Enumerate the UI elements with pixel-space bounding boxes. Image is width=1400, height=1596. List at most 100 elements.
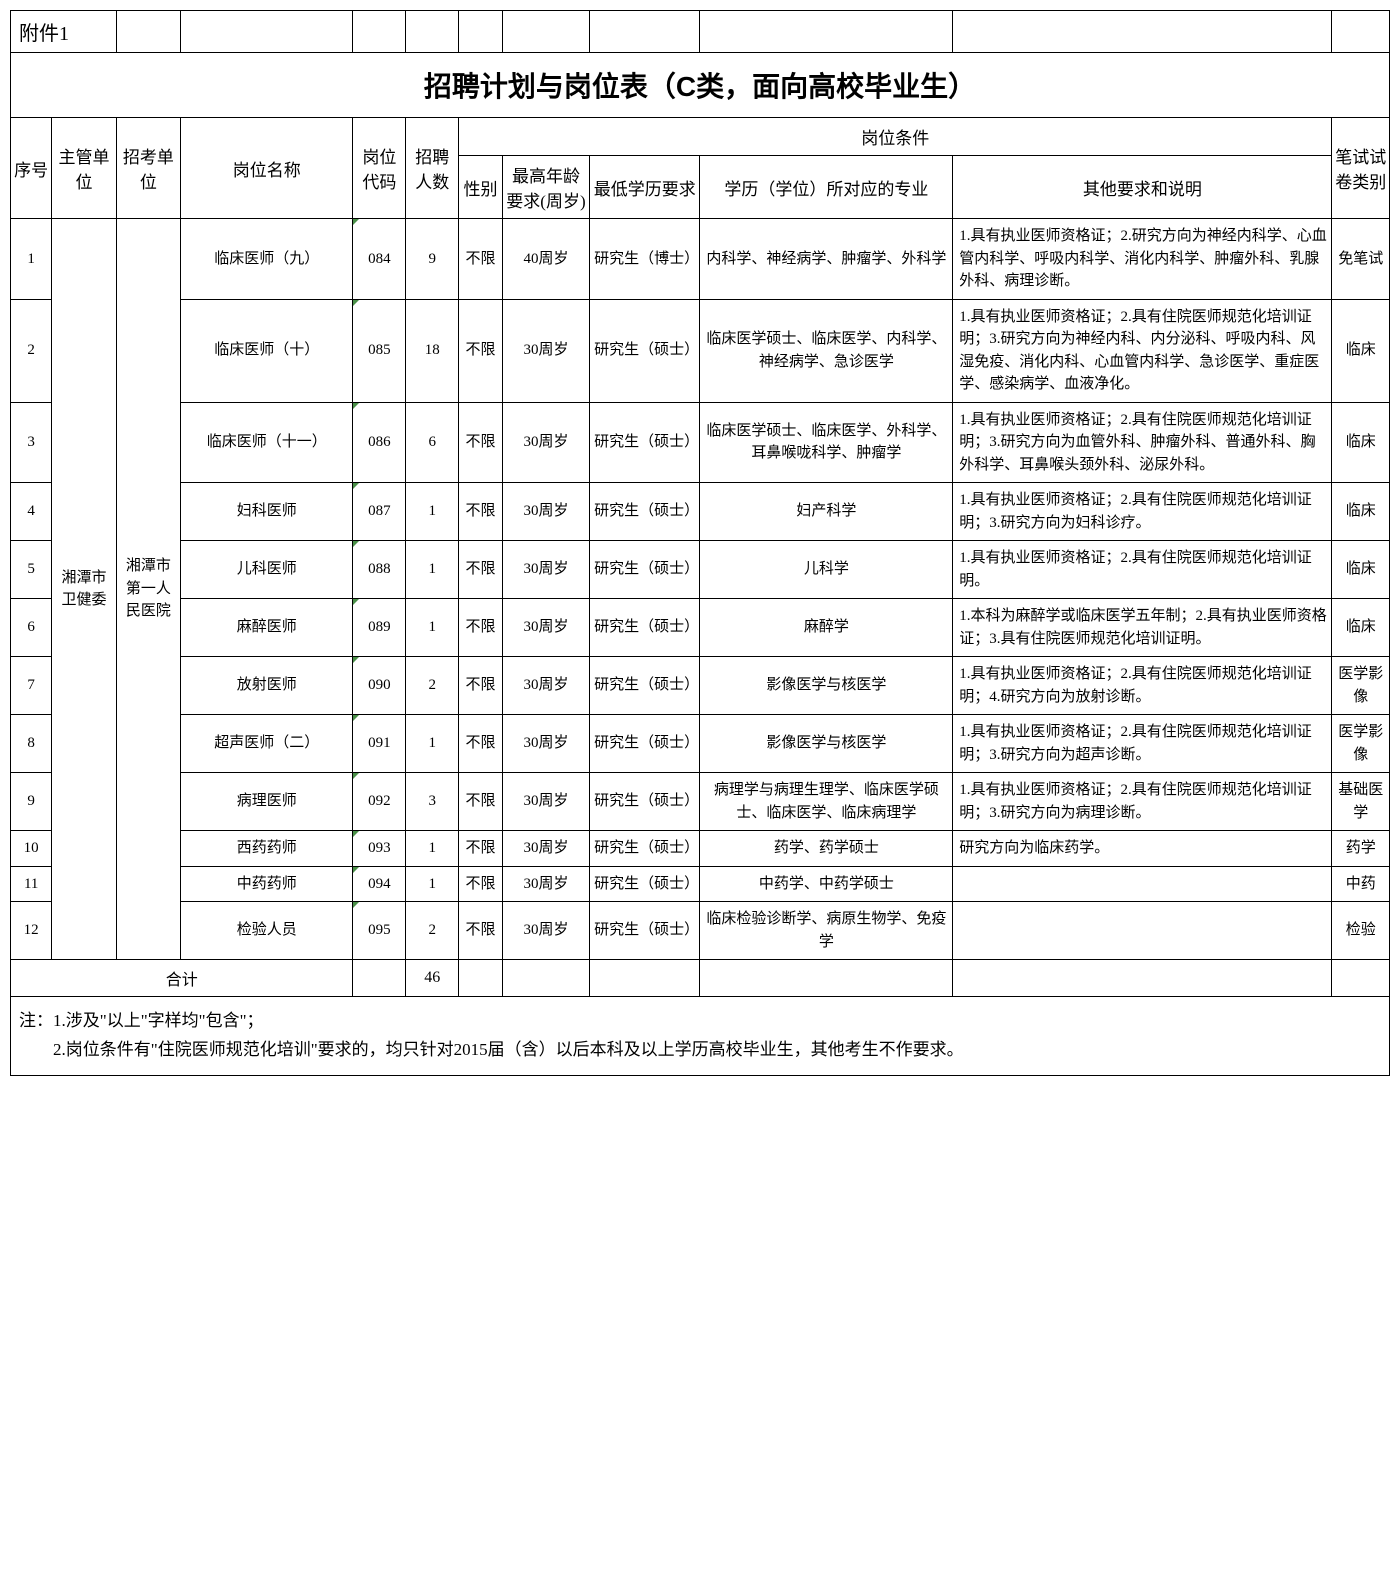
cell-edu: 研究生（硕士） (590, 715, 700, 773)
cell-other (953, 866, 1332, 902)
cell-other: 1.具有执业医师资格证；2.具有住院医师规范化培训证明；4.研究方向为放射诊断。 (953, 657, 1332, 715)
table-row: 6 麻醉医师0891不限30周岁研究生（硕士）麻醉学1.本科为麻醉学或临床医学五年… (11, 599, 1390, 657)
total-count: 46 (406, 960, 459, 997)
cell-gender: 不限 (459, 219, 503, 300)
cell-age: 30周岁 (502, 657, 589, 715)
cell-position: 临床医师（九） (181, 219, 353, 300)
cell-dept: 湘潭市卫健委 (52, 219, 116, 960)
cell-position: 检验人员 (181, 902, 353, 960)
cell-count: 1 (406, 483, 459, 541)
cell-gender: 不限 (459, 657, 503, 715)
recruitment-table: 附件1 招聘计划与岗位表（C类，面向高校毕业生） 序号 主管单位 招考单位 岗位… (10, 10, 1390, 1076)
cell-seq: 4 (11, 483, 52, 541)
cell-code: 089 (353, 599, 406, 657)
table-row: 1湘潭市卫健委湘潭市第一人民医院临床医师（九）0849不限40周岁研究生（博士）… (11, 219, 1390, 300)
cell-position: 临床医师（十） (181, 299, 353, 402)
cell-age: 30周岁 (502, 599, 589, 657)
col-conditions: 岗位条件 (459, 118, 1332, 156)
col-other: 其他要求和说明 (953, 156, 1332, 219)
cell-position: 超声医师（二） (181, 715, 353, 773)
cell-edu: 研究生（硕士） (590, 831, 700, 867)
cell-gender: 不限 (459, 299, 503, 402)
cell-other: 研究方向为临床药学。 (953, 831, 1332, 867)
cell-seq: 11 (11, 866, 52, 902)
cell-position: 西药药师 (181, 831, 353, 867)
notes-row: 注：1.涉及"以上"字样均"包含"； 2.岗位条件有"住院医师规范化培训"要求的… (11, 997, 1390, 1076)
title-row: 招聘计划与岗位表（C类，面向高校毕业生） (11, 53, 1390, 118)
cell-position: 病理医师 (181, 773, 353, 831)
table-row: 11中药药师0941不限30周岁研究生（硕士）中药学、中药学硕士中药 (11, 866, 1390, 902)
cell-major: 麻醉学 (700, 599, 953, 657)
cell-age: 30周岁 (502, 541, 589, 599)
cell-edu: 研究生（硕士） (590, 773, 700, 831)
cell-other: 1.具有执业医师资格证；2.具有住院医师规范化培训证明；3.研究方向为妇科诊疗。 (953, 483, 1332, 541)
cell-major: 儿科学 (700, 541, 953, 599)
cell-edu: 研究生（硕士） (590, 599, 700, 657)
col-position: 岗位名称 (181, 118, 353, 219)
cell-edu: 研究生（博士） (590, 219, 700, 300)
table-row: 8超声医师（二）0911不限30周岁研究生（硕士）影像医学与核医学1.具有执业医… (11, 715, 1390, 773)
cell-position: 妇科医师 (181, 483, 353, 541)
total-row: 合计 46 (11, 960, 1390, 997)
cell-edu: 研究生（硕士） (590, 483, 700, 541)
cell-exam: 医学影像 (1332, 657, 1390, 715)
cell-other: 1.具有执业医师资格证；2.具有住院医师规范化培训证明。 (953, 541, 1332, 599)
cell-code: 092 (353, 773, 406, 831)
cell-major: 中药学、中药学硕士 (700, 866, 953, 902)
cell-other: 1.具有执业医师资格证；2.研究方向为神经内科学、心血管内科学、呼吸内科学、消化… (953, 219, 1332, 300)
cell-count: 9 (406, 219, 459, 300)
cell-code: 087 (353, 483, 406, 541)
cell-age: 40周岁 (502, 219, 589, 300)
table-row: 4妇科医师0871不限30周岁研究生（硕士）妇产科学1.具有执业医师资格证；2.… (11, 483, 1390, 541)
notes-text: 注：1.涉及"以上"字样均"包含"； 2.岗位条件有"住院医师规范化培训"要求的… (11, 997, 1390, 1076)
cell-seq: 6 (11, 599, 52, 657)
cell-age: 30周岁 (502, 402, 589, 483)
col-org: 招考单位 (116, 118, 180, 219)
table-row: 3临床医师（十一）0866不限30周岁研究生（硕士）临床医学硕士、临床医学、外科… (11, 402, 1390, 483)
cell-exam: 临床 (1332, 299, 1390, 402)
cell-gender: 不限 (459, 541, 503, 599)
cell-exam: 临床 (1332, 541, 1390, 599)
header-row-1: 序号 主管单位 招考单位 岗位名称 岗位代码 招聘人数 岗位条件 笔试试卷类别 (11, 118, 1390, 156)
cell-seq: 12 (11, 902, 52, 960)
cell-code: 094 (353, 866, 406, 902)
cell-age: 30周岁 (502, 773, 589, 831)
col-major: 学历（学位）所对应的专业 (700, 156, 953, 219)
cell-other: 1.具有执业医师资格证；2.具有住院医师规范化培训证明；3.研究方向为神经内科、… (953, 299, 1332, 402)
cell-age: 30周岁 (502, 902, 589, 960)
cell-seq: 5 (11, 541, 52, 599)
col-exam: 笔试试卷类别 (1332, 118, 1390, 219)
cell-seq: 8 (11, 715, 52, 773)
col-age: 最高年龄要求(周岁) (502, 156, 589, 219)
table-row: 7放射医师0902不限30周岁研究生（硕士）影像医学与核医学1.具有执业医师资格… (11, 657, 1390, 715)
cell-code: 084 (353, 219, 406, 300)
cell-age: 30周岁 (502, 299, 589, 402)
cell-seq: 1 (11, 219, 52, 300)
cell-exam: 临床 (1332, 402, 1390, 483)
page-title: 招聘计划与岗位表（C类，面向高校毕业生） (11, 53, 1390, 118)
cell-gender: 不限 (459, 599, 503, 657)
cell-major: 影像医学与核医学 (700, 657, 953, 715)
col-code: 岗位代码 (353, 118, 406, 219)
cell-major: 病理学与病理生理学、临床医学硕士、临床医学、临床病理学 (700, 773, 953, 831)
cell-code: 093 (353, 831, 406, 867)
cell-gender: 不限 (459, 902, 503, 960)
cell-exam: 医学影像 (1332, 715, 1390, 773)
cell-major: 妇产科学 (700, 483, 953, 541)
cell-position: 放射医师 (181, 657, 353, 715)
cell-gender: 不限 (459, 715, 503, 773)
cell-edu: 研究生（硕士） (590, 402, 700, 483)
cell-count: 1 (406, 599, 459, 657)
cell-count: 1 (406, 866, 459, 902)
cell-exam: 检验 (1332, 902, 1390, 960)
cell-code: 086 (353, 402, 406, 483)
cell-seq: 9 (11, 773, 52, 831)
table-row: 5儿科医师0881不限30周岁研究生（硕士）儿科学1.具有执业医师资格证；2.具… (11, 541, 1390, 599)
cell-position: 儿科医师 (181, 541, 353, 599)
cell-other: 1.本科为麻醉学或临床医学五年制；2.具有执业医师资格证；3.具有住院医师规范化… (953, 599, 1332, 657)
cell-position: 麻醉医师 (181, 599, 353, 657)
cell-count: 6 (406, 402, 459, 483)
cell-code: 085 (353, 299, 406, 402)
cell-edu: 研究生（硕士） (590, 902, 700, 960)
attachment-row: 附件1 (11, 11, 1390, 53)
